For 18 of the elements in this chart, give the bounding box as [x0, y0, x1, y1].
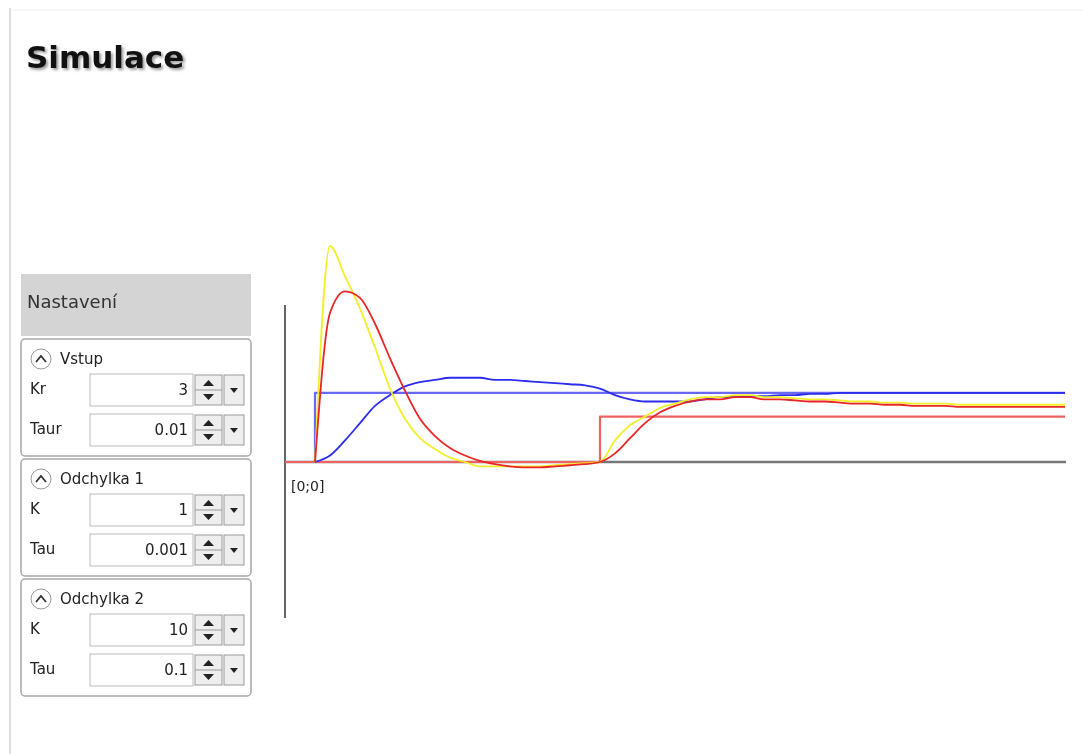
data-label: 0.1 — [164, 661, 188, 679]
category-label: Tau — [29, 660, 56, 678]
category-label: K — [30, 620, 41, 638]
text: Odchylka 1 — [60, 470, 145, 488]
data-label: 0.01 — [154, 421, 188, 439]
data-label: 1 — [178, 501, 188, 519]
category-label: Tau — [29, 540, 56, 558]
category-label: Taur — [29, 420, 63, 438]
data-label: 0.001 — [145, 541, 188, 559]
category-label: Kr — [30, 380, 47, 398]
chart-title: Simulace — [26, 39, 185, 75]
category-label: K — [30, 500, 41, 518]
text: Nastavení — [27, 291, 119, 312]
text: Vstup — [60, 350, 103, 368]
text: [0;0] — [291, 478, 325, 494]
data-label: 10 — [168, 621, 188, 639]
text: Odchylka 2 — [60, 590, 145, 608]
data-label: 3 — [178, 381, 188, 399]
